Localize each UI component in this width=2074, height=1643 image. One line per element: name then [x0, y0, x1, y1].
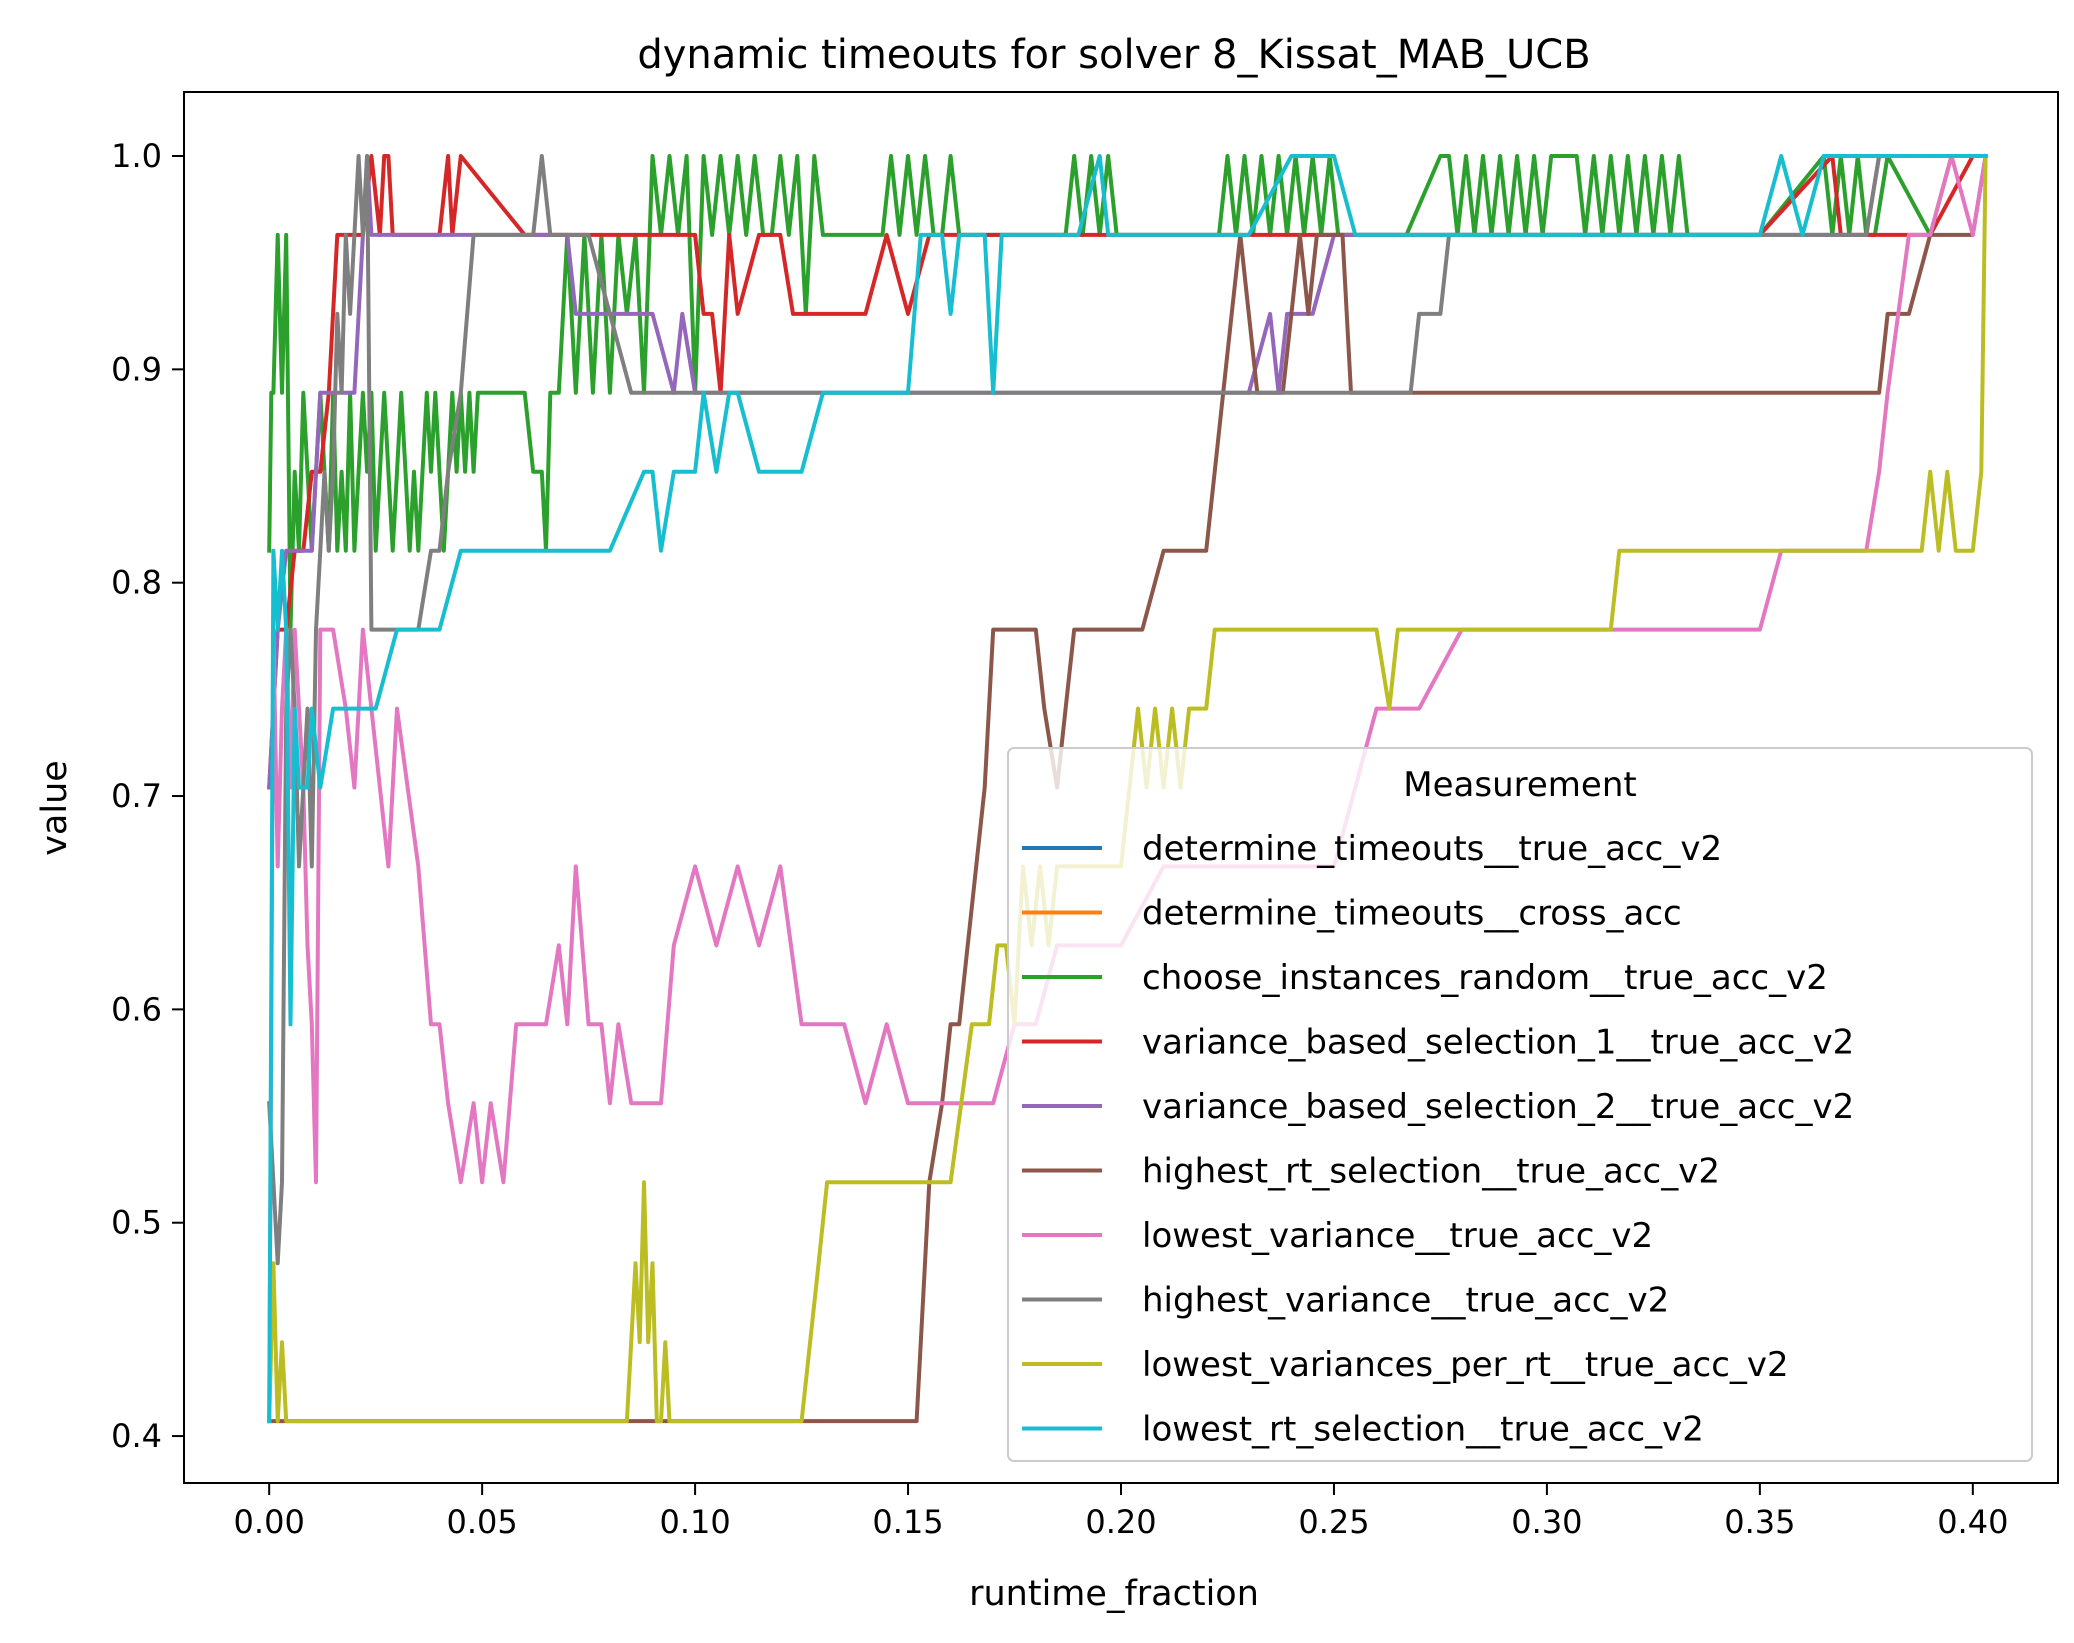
legend-label-5: highest_rt_selection__true_acc_v2	[1142, 1152, 1720, 1192]
y-tick-label-2: 0.6	[111, 990, 162, 1028]
legend: Measurement determine_timeouts__true_acc_…	[1007, 747, 2033, 1462]
series-layer	[267, 153, 1988, 1424]
x-tick-label-8: 0.40	[1937, 1503, 2008, 1541]
y-tick-label-6: 1.0	[111, 137, 162, 175]
series-line-9	[267, 154, 1988, 1424]
x-tick-label-2: 0.10	[659, 1503, 730, 1541]
x-tick-label-1: 0.05	[447, 1503, 518, 1541]
x-tick-label-7: 0.35	[1724, 1503, 1795, 1541]
y-tick-label-3: 0.7	[111, 777, 162, 815]
x-tick-label-3: 0.15	[872, 1503, 943, 1541]
axes-layer: 0.00 0.05 0.10 0.15 0.20 0.25 0.30 0.35 0.40 0.4 0…	[111, 91, 2059, 1541]
y-tick-label-5: 0.9	[111, 350, 162, 388]
legend-label-4: variance_based_selection_2__true_acc_v2	[1142, 1087, 1854, 1127]
y-tick-label-1: 0.5	[111, 1204, 162, 1242]
legend-title: Measurement	[1403, 765, 1636, 805]
legend-label-8: lowest_variances_per_rt__true_acc_v2	[1142, 1345, 1789, 1385]
y-tick-label-0: 0.4	[111, 1417, 162, 1455]
x-tick-label-0: 0.00	[234, 1503, 305, 1541]
x-tick-label-4: 0.20	[1085, 1503, 1156, 1541]
y-tick-label-4: 0.8	[111, 564, 162, 602]
legend-box	[1007, 747, 2033, 1462]
legend-label-7: highest_variance__true_acc_v2	[1142, 1281, 1669, 1321]
x-tick-label-5: 0.25	[1298, 1503, 1369, 1541]
x-tick-label-6: 0.30	[1511, 1503, 1582, 1541]
legend-label-3: variance_based_selection_1__true_acc_v2	[1142, 1023, 1854, 1063]
legend-label-0: determine_timeouts__true_acc_v2	[1142, 829, 1722, 869]
x-axis-label: runtime_fraction	[969, 1574, 1259, 1614]
y-axis-label: value	[35, 760, 75, 856]
series-line-7	[267, 154, 1988, 1266]
legend-label-6: lowest_variance__true_acc_v2	[1142, 1216, 1653, 1256]
chart-title: dynamic timeouts for solver 8_Kissat_MAB…	[637, 32, 1590, 78]
legend-label-1: determine_timeouts__cross_acc	[1142, 894, 1682, 934]
legend-label-9: lowest_rt_selection__true_acc_v2	[1142, 1410, 1704, 1450]
legend-label-2: choose_instances_random__true_acc_v2	[1142, 958, 1828, 998]
series-line-2	[267, 154, 1988, 632]
